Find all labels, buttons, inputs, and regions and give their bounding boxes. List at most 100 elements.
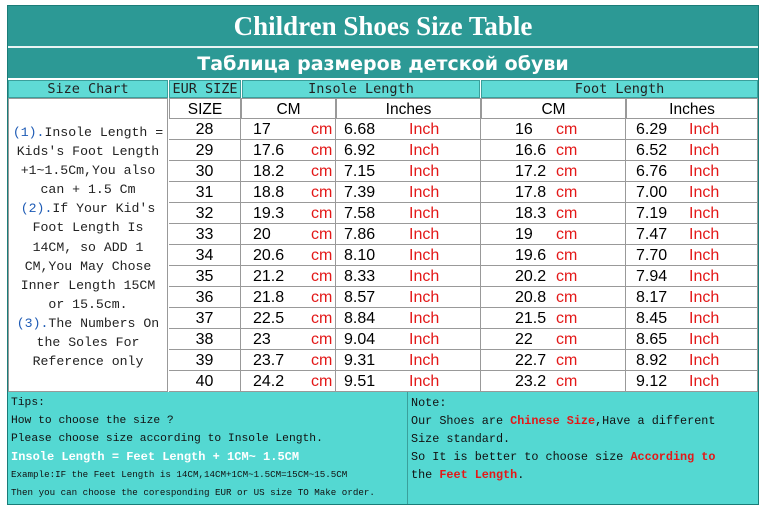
cell-foot-cm: 22 cm xyxy=(481,329,626,350)
cell-foot-in: 7.19 Inch xyxy=(626,203,758,224)
cell-size: 31 xyxy=(169,182,241,203)
measure-value: 7.86 xyxy=(344,226,376,243)
cell-foot-in: 8.92 Inch xyxy=(626,350,758,371)
note-line: CM,You May Chose xyxy=(24,258,152,274)
measure-unit: cm xyxy=(311,352,333,369)
note-panel: Note: Our Shoes are Chinese Size,Have a … xyxy=(408,392,758,504)
note-text: So It is better to choose size xyxy=(411,450,631,464)
measure-unit: Inch xyxy=(409,184,440,201)
cell-size: 37 xyxy=(169,308,241,329)
cell-insole-cm: 22.5 cm xyxy=(241,308,336,329)
measure-unit: Inch xyxy=(409,163,440,180)
cell-foot-in: 7.47 Inch xyxy=(626,224,758,245)
cell-size: 34 xyxy=(169,245,241,266)
note-line: or 15.5cm. xyxy=(48,296,128,312)
measure-unit: Inch xyxy=(409,352,440,369)
measure-unit: Inch xyxy=(409,331,440,348)
subheader-insole-inches: Inches xyxy=(336,98,481,119)
header-eur-size: EUR SIZE xyxy=(169,80,241,98)
tips-example: Example:IF the Feet Length is 14CM,14CM+… xyxy=(11,469,348,480)
measure-unit: cm xyxy=(311,226,333,243)
measure-value: 19.6 xyxy=(515,247,547,264)
cell-foot-cm: 17.8 cm xyxy=(481,182,626,203)
cell-foot-cm: 17.2 cm xyxy=(481,161,626,182)
measure-value: 23.7 xyxy=(253,352,285,369)
size-table: Children Shoes Size Table Таблица размер… xyxy=(7,5,759,505)
cell-insole-in: 6.68 Inch xyxy=(336,119,481,140)
measure-unit: cm xyxy=(311,205,333,222)
measure-value: 7.15 xyxy=(344,163,376,180)
measure-value: 6.92 xyxy=(344,142,376,159)
measure-unit: Inch xyxy=(689,226,720,243)
cell-insole-cm: 24.2 cm xyxy=(241,371,336,392)
cell-foot-cm: 16.6 cm xyxy=(481,140,626,161)
measure-value: 22.5 xyxy=(253,310,285,327)
note-line: Reference only xyxy=(32,354,144,370)
note-line: +1~1.5Cm,You also xyxy=(20,163,156,179)
cell-foot-in: 7.00 Inch xyxy=(626,182,758,203)
note-text: . xyxy=(517,468,525,482)
cell-foot-in: 6.76 Inch xyxy=(626,161,758,182)
cell-foot-cm: 16 cm xyxy=(481,119,626,140)
cell-insole-in: 7.39 Inch xyxy=(336,182,481,203)
measure-value: 8.17 xyxy=(636,289,668,306)
cell-insole-cm: 20.6 cm xyxy=(241,245,336,266)
measure-value: 8.45 xyxy=(636,310,668,327)
measure-value: 20.2 xyxy=(515,268,547,285)
measure-value: 8.10 xyxy=(344,247,376,264)
cell-insole-in: 7.86 Inch xyxy=(336,224,481,245)
measure-unit: cm xyxy=(311,142,333,159)
measure-value: 18.3 xyxy=(515,205,547,222)
measure-unit: Inch xyxy=(689,247,720,264)
cell-foot-in: 7.94 Inch xyxy=(626,266,758,287)
measure-value: 17.8 xyxy=(515,184,547,201)
measure-value: 9.51 xyxy=(344,373,376,390)
cell-foot-cm: 23.2 cm xyxy=(481,371,626,392)
measure-value: 7.94 xyxy=(636,268,668,285)
measure-unit: Inch xyxy=(689,205,720,222)
measure-value: 17 xyxy=(253,121,271,138)
measure-unit: cm xyxy=(556,121,578,138)
cell-foot-cm: 19.6 cm xyxy=(481,245,626,266)
measure-unit: cm xyxy=(556,163,578,180)
measure-value: 19 xyxy=(515,226,533,243)
measure-unit: Inch xyxy=(409,142,440,159)
cell-insole-cm: 20 cm xyxy=(241,224,336,245)
cell-size: 39 xyxy=(169,350,241,371)
note-line: can + 1.5 Cm xyxy=(40,182,136,198)
cell-insole-cm: 18.2 cm xyxy=(241,161,336,182)
measure-value: 17.2 xyxy=(515,163,547,180)
measure-unit: cm xyxy=(556,310,578,327)
cell-foot-in: 8.17 Inch xyxy=(626,287,758,308)
note-text: ,Have a different xyxy=(595,414,716,428)
cell-foot-in: 7.70 Inch xyxy=(626,245,758,266)
note-number: (2). xyxy=(20,201,53,217)
cell-insole-cm: 21.2 cm xyxy=(241,266,336,287)
measure-value: 9.31 xyxy=(344,352,376,369)
cell-foot-cm: 19 cm xyxy=(481,224,626,245)
measure-value: 16.6 xyxy=(515,142,547,159)
measure-value: 22.7 xyxy=(515,352,547,369)
measure-unit: Inch xyxy=(689,163,720,180)
cell-foot-cm: 21.5 cm xyxy=(481,308,626,329)
cell-insole-in: 9.51 Inch xyxy=(336,371,481,392)
cell-size: 29 xyxy=(169,140,241,161)
measure-value: 7.39 xyxy=(344,184,376,201)
cell-size: 40 xyxy=(169,371,241,392)
measure-unit: cm xyxy=(311,268,333,285)
subheader-foot-cm: CM xyxy=(481,98,626,119)
cell-insole-cm: 17.6 cm xyxy=(241,140,336,161)
measure-value: 7.70 xyxy=(636,247,668,264)
measure-unit: cm xyxy=(311,289,333,306)
measure-unit: cm xyxy=(311,184,333,201)
measure-unit: cm xyxy=(556,268,578,285)
tips-label: Tips: xyxy=(11,397,45,409)
measure-unit: cm xyxy=(556,331,578,348)
measure-value: 21.8 xyxy=(253,289,285,306)
cell-foot-in: 9.12 Inch xyxy=(626,371,758,392)
cell-insole-in: 8.10 Inch xyxy=(336,245,481,266)
cell-foot-cm: 18.3 cm xyxy=(481,203,626,224)
measure-value: 9.12 xyxy=(636,373,668,390)
measure-unit: cm xyxy=(311,247,333,264)
measure-value: 6.29 xyxy=(636,121,668,138)
